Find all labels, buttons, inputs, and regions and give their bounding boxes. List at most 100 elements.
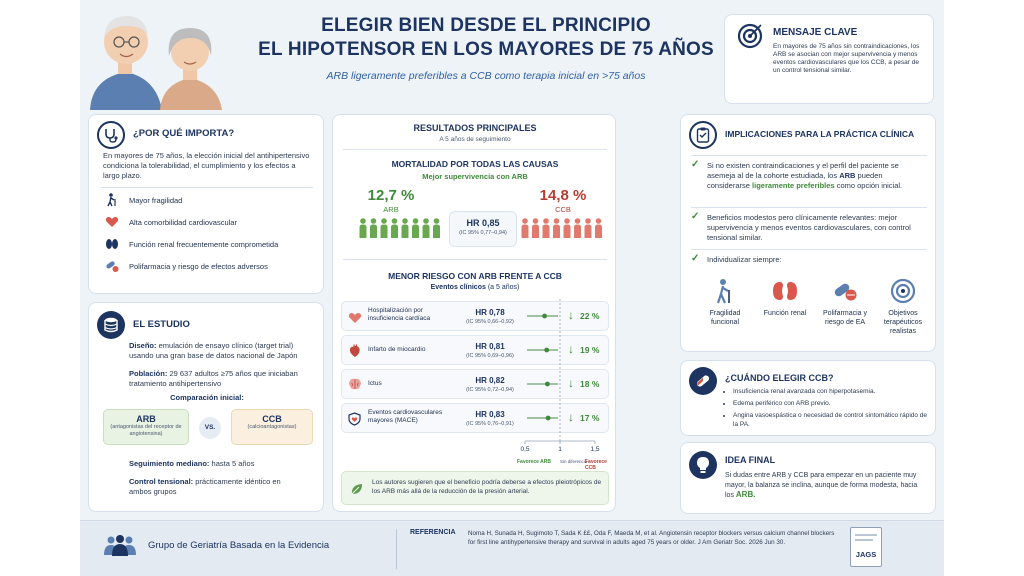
why-item-label: Alta comorbilidad cardiovascular (129, 217, 237, 227)
kidney-icon (771, 277, 799, 305)
impl-item-goals: Objetivos terapéuticos realistas (873, 277, 933, 336)
when-ccb-item: Angina vasoespástica o necesidad de cont… (733, 411, 929, 429)
implication-1-preferable: ligeramente preferibles (752, 181, 835, 190)
target-icon (889, 277, 917, 305)
risk-row-label: Eventos cardiovasculares mayores (MACE) (368, 409, 443, 424)
implications-title: IMPLICACIONES PARA LA PRÁCTICA CLÍNICA (725, 129, 915, 139)
final-text: Si dudas entre ARB y CCB para empezar en… (725, 471, 925, 501)
why-card: ¿POR QUÉ IMPORTA? En mayores de 75 años,… (88, 114, 324, 294)
why-item-fragility: Mayor fragilidad (105, 193, 315, 207)
person-icon (563, 218, 571, 238)
arrow-down-icon: ↓ (568, 376, 574, 390)
shield-heart-icon (348, 412, 361, 431)
risk-subtitle-bold: Eventos clínicos (430, 284, 486, 291)
journal-icon: JAGS (850, 527, 882, 567)
reference-text: Noma H, Sunada H, Sugimoto T, Sada K ££,… (468, 530, 835, 546)
ccb-people-icons (521, 217, 611, 239)
ccb-mortality-pct: 14,8 % (539, 187, 587, 204)
ccb-mortality-label: CCB (555, 205, 571, 214)
walking-cane-icon (105, 193, 119, 207)
journal-name: JAGS (855, 550, 877, 559)
person-icon (584, 218, 592, 238)
anatomical-heart-icon (348, 344, 362, 363)
final-text-arb: ARB. (735, 490, 756, 499)
risk-row-hr: HR 0,81 (475, 342, 505, 351)
study-population: Población: 29 637 adultos ≥75 años que i… (129, 369, 319, 389)
clipboard-icon (689, 121, 717, 149)
check-icon: ✓ (691, 253, 700, 264)
why-item-label: Mayor fragilidad (129, 195, 183, 205)
infographic: ELEGIR BIEN DESDE EL PRINCIPIO EL HIPOTE… (80, 0, 944, 576)
person-icon (532, 218, 539, 238)
leaf-icon (350, 482, 364, 501)
mortality-hr: HR 0,85 (466, 218, 500, 228)
when-ccb-card: ¿CUÁNDO ELEGIR CCB? Insuficiencia renal … (680, 360, 936, 436)
ccb-name: CCB (262, 414, 282, 424)
implication-1: Si no existen contraindicaciones y el pe… (707, 161, 917, 191)
person-icon (391, 218, 398, 238)
elderly-cane-icon (711, 277, 739, 305)
mortality-hr-ci: (IC 95% 0,77–0,94) (459, 230, 507, 236)
title-line-2: EL HIPOTENSOR EN LOS MAYORES DE 75 AÑOS (258, 39, 714, 60)
key-message-card: MENSAJE CLAVE En mayores de 75 años sin … (724, 14, 934, 104)
risk-title: MENOR RIESGO CON ARB FRENTE A CCB (388, 271, 562, 281)
person-icon (380, 218, 388, 238)
person-icon (401, 218, 409, 238)
impl-item-label: Fragilidad funcional (709, 310, 741, 326)
mortality-title: MORTALIDAD POR TODAS LAS CAUSAS (391, 159, 559, 169)
person-icon (433, 218, 440, 238)
risk-subtitle: Eventos clínicos (a 5 años) (333, 284, 617, 291)
final-idea-card: IDEA FINAL Si dudas entre ARB y CCB para… (680, 442, 936, 514)
subtitle: ARB ligeramente preferibles a CCB como t… (326, 70, 646, 82)
why-item-polypharmacy: Polifarmacia y riesgo de efectos adverso… (105, 259, 315, 273)
implication-1-text-e: como opción inicial. (836, 181, 903, 190)
note-box: Los autores sugieren que el beneficio po… (341, 471, 609, 505)
risk-row-pct: 19 % (580, 345, 600, 355)
impl-item-label: Función renal (763, 310, 807, 317)
study-title: EL ESTUDIO (133, 319, 190, 330)
why-item-renal: Función renal frecuentemente comprometid… (105, 237, 315, 251)
final-title: IDEA FINAL (725, 455, 776, 465)
risk-row-hr: HR 0,83 (475, 410, 505, 419)
person-icon (422, 218, 430, 238)
population-label: Población: (129, 369, 168, 378)
arrow-down-icon: ↓ (568, 308, 574, 322)
person-icon (412, 218, 419, 238)
arb-name: ARB (136, 414, 156, 424)
why-item-label: Función renal frecuentemente comprometid… (129, 239, 279, 249)
mortality-hr-box: HR 0,85 (IC 95% 0,77–0,94) (449, 211, 517, 247)
risk-row-mace: Eventos cardiovasculares mayores (MACE) … (341, 403, 609, 433)
risk-row-heart-failure: Hospitalización por insuficiencia cardía… (341, 301, 609, 331)
implication-1-text-c: pueden considerarse (707, 171, 883, 190)
pills-icon (831, 277, 859, 305)
key-message-text: En mayores de 75 años sin contraindicaci… (773, 43, 920, 74)
reference-label: REFERENCIA (410, 529, 456, 536)
elderly-couple-illustration (86, 4, 236, 110)
when-ccb-list: Insuficiencia renal avanzada con hiperpo… (733, 387, 929, 429)
check-icon: ✓ (691, 211, 700, 222)
implication-3: Individualizar siempre: (707, 255, 782, 264)
followup-text: hasta 5 años (211, 459, 255, 468)
ccb-desc: (calcioantagonistas) (247, 424, 297, 430)
followup-label: Seguimiento mediano: (129, 459, 210, 468)
when-ccb-title: ¿CUÁNDO ELEGIR CCB? (725, 373, 834, 383)
group-name: Grupo de Geriatría Basada en la Evidenci… (148, 540, 330, 551)
target-icon (737, 23, 763, 49)
person-icon (359, 218, 367, 238)
person-icon (370, 218, 377, 238)
risk-row-stroke: Ictus HR 0,82 (IC 95% 0,72–0,94) ↓ 18 % (341, 369, 609, 399)
pills-icon (105, 259, 119, 273)
risk-row-label: Infarto de miocardio (368, 346, 426, 353)
design-label: Diseño: (129, 341, 157, 350)
comparison-label: Comparación inicial: (170, 393, 244, 402)
forest-axis-right-label: Favorece CCB (585, 459, 607, 471)
person-icon (521, 218, 529, 238)
vs-badge: VS. (199, 417, 221, 439)
arb-mortality-pct: 12,7 % (367, 187, 415, 204)
bp-label: Control tensional: (129, 477, 194, 486)
risk-row-hr: HR 0,78 (475, 308, 505, 317)
ccb-box: CCB (calcioantagonistas) (231, 409, 313, 445)
risk-row-ci: (IC 95% 0,69–0,96) (466, 353, 514, 359)
stethoscope-icon (97, 121, 125, 149)
forest-axis-left-label: Favorece ARB (517, 459, 551, 465)
